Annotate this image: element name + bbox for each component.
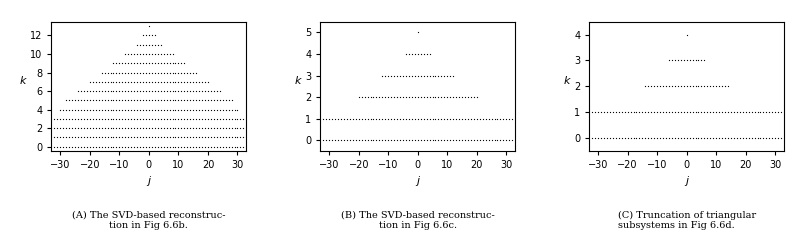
Text: (C) Truncation of triangular
subsystems in Fig 6.6d.: (C) Truncation of triangular subsystems … (618, 211, 756, 230)
Y-axis label: k: k (20, 76, 26, 86)
Y-axis label: k: k (564, 76, 570, 86)
X-axis label: j: j (685, 176, 688, 186)
Text: (A) The SVD-based reconstruc-
tion in Fig 6.6b.: (A) The SVD-based reconstruc- tion in Fi… (72, 211, 226, 230)
X-axis label: j: j (147, 176, 150, 186)
Y-axis label: k: k (295, 76, 302, 86)
X-axis label: j: j (417, 176, 419, 186)
Text: (B) The SVD-based reconstruc-
tion in Fig 6.6c.: (B) The SVD-based reconstruc- tion in Fi… (341, 211, 495, 230)
